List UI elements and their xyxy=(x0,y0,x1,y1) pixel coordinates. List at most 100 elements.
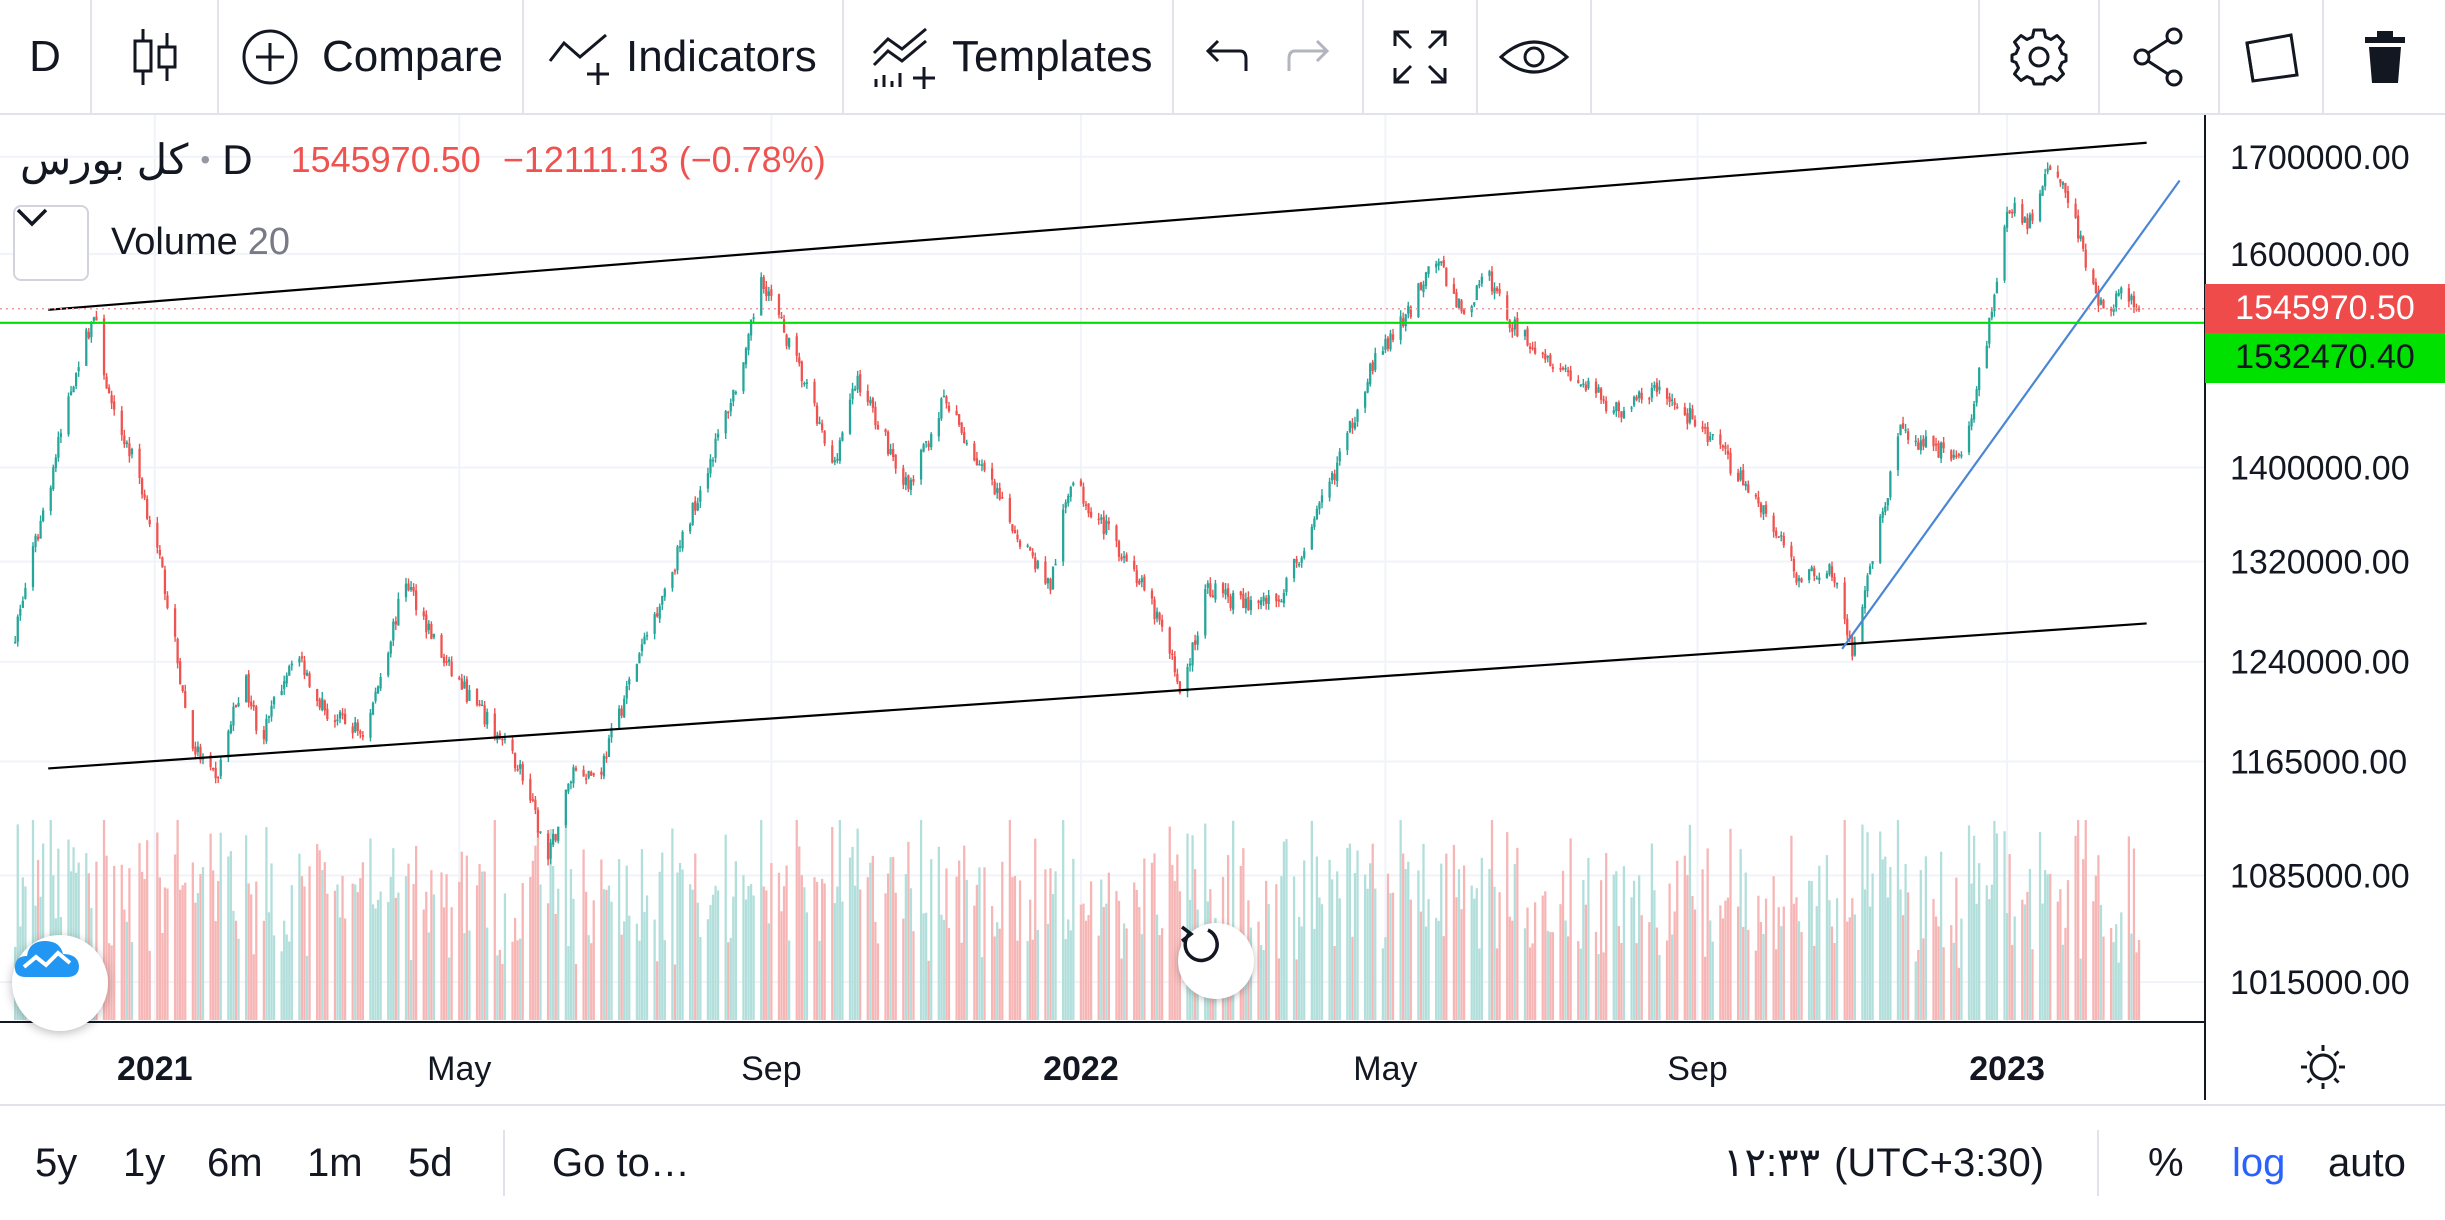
volume-bar xyxy=(244,835,248,1020)
volume-bar xyxy=(341,875,344,1020)
chart-area[interactable]: 1700000.00 1600000.00 1400000.00 1320000.00… xyxy=(0,115,2445,1100)
volume-bar xyxy=(409,959,413,1020)
candle-body xyxy=(1452,283,1456,294)
visibility-button[interactable] xyxy=(1478,0,1590,113)
volume-bar xyxy=(975,884,979,1020)
time-axis-labels[interactable]: 2021 May Sep 2022 May Sep 2023 xyxy=(117,1050,2045,1088)
chart-type-button[interactable] xyxy=(92,0,217,113)
candle-body xyxy=(468,690,471,701)
auto-toggle[interactable]: auto xyxy=(2328,1106,2406,1220)
volume-bar xyxy=(696,902,699,1020)
share-button[interactable] xyxy=(2100,0,2218,113)
candle-body xyxy=(1026,545,1029,547)
volume-bar xyxy=(2076,820,2080,1020)
range-button-1y[interactable]: 1y xyxy=(123,1106,165,1220)
candle-body xyxy=(894,454,897,469)
volume-bar xyxy=(1176,854,1179,1020)
fullscreen-button[interactable] xyxy=(1364,0,1476,113)
candle-body xyxy=(300,656,304,659)
volume-bar xyxy=(770,863,773,1020)
drawings[interactable] xyxy=(0,141,2205,770)
remove-drawings-button[interactable] xyxy=(2324,0,2445,113)
volume-bar xyxy=(442,907,446,1020)
volume-bar xyxy=(1275,884,1278,1020)
candle-body xyxy=(1097,518,1100,521)
range-label: 1m xyxy=(307,1140,363,1185)
top-toolbar: D Compare Indicators xyxy=(0,0,2445,115)
volume-bar xyxy=(1711,941,1714,1020)
time-axis-settings[interactable] xyxy=(2301,1045,2345,1089)
candle-body xyxy=(930,433,933,448)
percent-toggle[interactable]: % xyxy=(2148,1106,2184,1220)
candle-body xyxy=(34,535,37,547)
candle-body xyxy=(379,677,382,689)
candle-body xyxy=(1599,388,1603,400)
candle-body xyxy=(376,686,380,694)
volume-bar xyxy=(1957,967,1961,1020)
symbol-legend[interactable]: کل بورس • D 1545970.50 −12111.13 (−0.78%… xyxy=(20,135,826,184)
logo-badge[interactable] xyxy=(12,935,108,1031)
collapse-legend-button[interactable] xyxy=(13,205,89,281)
volume-bar xyxy=(1587,857,1590,1020)
volume-bar xyxy=(1062,820,1065,1020)
candle-body xyxy=(404,583,408,598)
candle-body xyxy=(1143,576,1146,591)
candle-body xyxy=(1475,285,1478,301)
volume-bar xyxy=(765,890,768,1020)
range-button-1m[interactable]: 1m xyxy=(307,1106,363,1220)
redo-button[interactable] xyxy=(1275,0,1345,113)
candle-body xyxy=(1759,503,1763,513)
volume-bar xyxy=(516,940,519,1020)
compare-button[interactable]: Compare xyxy=(240,0,503,113)
candle-body xyxy=(67,396,70,435)
volume-bar xyxy=(1386,873,1390,1020)
chart-canvas[interactable]: 1700000.00 1600000.00 1400000.00 1320000.00… xyxy=(0,115,2445,1100)
range-button-5d[interactable]: 5d xyxy=(408,1106,453,1220)
candle-body xyxy=(432,634,436,638)
volume-bar xyxy=(1561,870,1565,1020)
range-button-5y[interactable]: 5y xyxy=(35,1106,77,1220)
volume-bar xyxy=(2038,831,2042,1020)
candle-body xyxy=(1051,566,1055,590)
volume-bar xyxy=(1204,823,1207,1020)
candle-body xyxy=(1462,309,1466,314)
sun-icon xyxy=(2301,1045,2345,1089)
volume-bar xyxy=(2066,880,2070,1020)
goto-button[interactable]: Go to… xyxy=(552,1106,690,1220)
volume-bar xyxy=(1087,915,1090,1020)
log-toggle[interactable]: log xyxy=(2232,1106,2285,1220)
volume-bar xyxy=(983,867,986,1020)
candle-body xyxy=(841,432,844,441)
interval-button[interactable]: D xyxy=(0,0,90,113)
volume-bar xyxy=(998,928,1001,1020)
reset-chart-button[interactable] xyxy=(1178,923,1254,999)
volume-bar xyxy=(546,903,550,1020)
volume-bar xyxy=(2117,962,2120,1020)
volume-legend[interactable]: Volume 20 xyxy=(111,221,290,264)
volume-bar xyxy=(181,885,184,1020)
volume-bar xyxy=(1455,897,1458,1020)
volume-bar xyxy=(389,876,392,1020)
indicators-button[interactable]: Indicators xyxy=(546,0,817,113)
volume-bar xyxy=(519,938,522,1020)
templates-button[interactable]: Templates xyxy=(870,0,1153,113)
volume-bar xyxy=(303,886,306,1020)
candle-body xyxy=(1488,271,1491,276)
volume-bar xyxy=(460,851,463,1020)
candle-body xyxy=(2011,211,2014,214)
volume-bar xyxy=(1336,871,1339,1020)
volume-bar xyxy=(1848,917,1851,1020)
volume-bar xyxy=(1351,936,1354,1020)
candle-body xyxy=(498,733,502,739)
timezone-button[interactable]: ۱۲:۳۳ (UTC+3:30) xyxy=(1723,1106,2044,1220)
price-axis-labels[interactable]: 1700000.00 1600000.00 1400000.00 1320000.00… xyxy=(2230,139,2410,1002)
volume-bar xyxy=(742,875,745,1020)
undo-button[interactable] xyxy=(1190,0,1260,113)
settings-button[interactable] xyxy=(1980,0,2098,113)
candle-body xyxy=(326,708,329,719)
snapshot-button[interactable] xyxy=(2220,0,2322,113)
candle-body xyxy=(990,468,994,480)
range-button-6m[interactable]: 6m xyxy=(207,1106,263,1220)
candle-body xyxy=(1011,524,1014,532)
candle-body xyxy=(1995,281,1999,294)
